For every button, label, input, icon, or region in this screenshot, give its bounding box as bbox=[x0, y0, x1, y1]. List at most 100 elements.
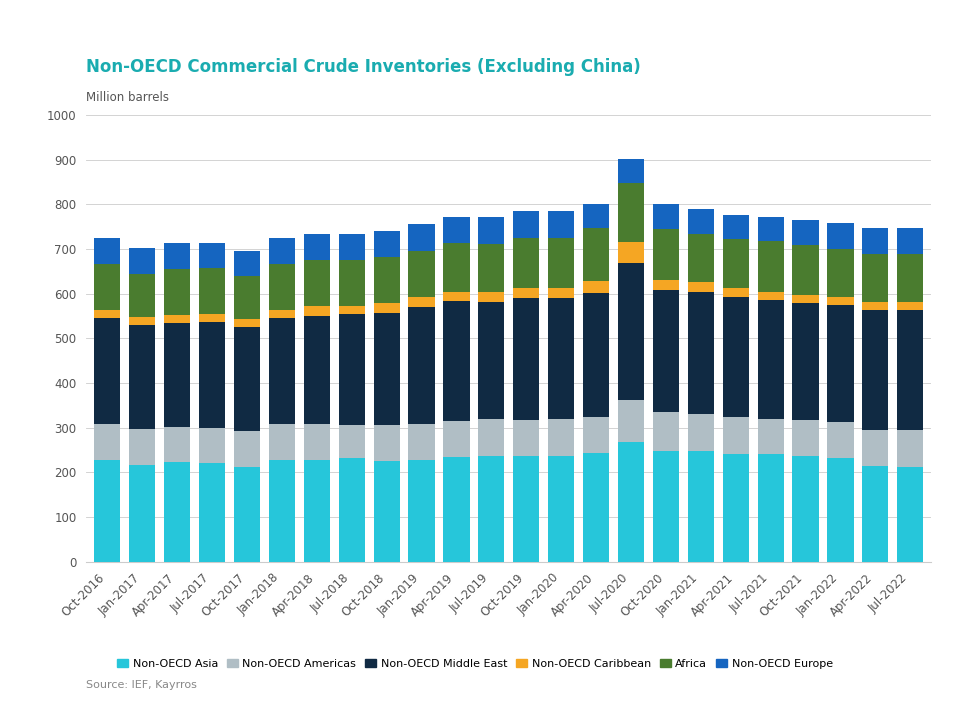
Bar bbox=[514, 211, 540, 238]
Bar bbox=[583, 204, 610, 228]
Bar bbox=[303, 424, 330, 460]
Bar bbox=[514, 420, 540, 456]
Bar bbox=[303, 306, 330, 316]
Bar bbox=[618, 264, 644, 400]
Bar bbox=[269, 318, 295, 424]
Bar bbox=[164, 269, 190, 315]
Bar bbox=[94, 264, 120, 310]
Bar bbox=[583, 293, 610, 416]
Bar bbox=[373, 302, 399, 312]
Bar bbox=[792, 220, 819, 245]
Bar bbox=[303, 261, 330, 306]
Bar bbox=[757, 419, 783, 454]
Bar bbox=[828, 458, 853, 562]
Bar bbox=[898, 228, 924, 254]
Bar bbox=[757, 217, 783, 241]
Bar bbox=[478, 302, 504, 419]
Bar bbox=[199, 464, 226, 562]
Bar bbox=[723, 215, 749, 239]
Bar bbox=[303, 460, 330, 562]
Bar bbox=[444, 421, 469, 456]
Bar bbox=[269, 424, 295, 460]
Bar bbox=[862, 430, 888, 466]
Bar bbox=[94, 460, 120, 562]
Bar bbox=[199, 314, 226, 322]
Bar bbox=[687, 451, 714, 562]
Bar bbox=[199, 268, 226, 314]
Bar bbox=[164, 462, 190, 562]
Bar bbox=[373, 426, 399, 462]
Bar bbox=[828, 422, 853, 458]
Bar bbox=[898, 430, 924, 467]
Bar bbox=[687, 234, 714, 282]
Bar bbox=[862, 310, 888, 430]
Bar bbox=[723, 454, 749, 562]
Bar bbox=[792, 245, 819, 295]
Bar bbox=[548, 288, 574, 298]
Bar bbox=[583, 228, 610, 281]
Bar bbox=[792, 295, 819, 303]
Bar bbox=[94, 424, 120, 460]
Bar bbox=[687, 282, 714, 292]
Bar bbox=[757, 292, 783, 300]
Bar bbox=[339, 314, 365, 425]
Bar bbox=[444, 302, 469, 421]
Bar bbox=[444, 243, 469, 292]
Bar bbox=[164, 427, 190, 462]
Bar bbox=[828, 248, 853, 297]
Bar bbox=[94, 310, 120, 318]
Bar bbox=[339, 234, 365, 260]
Bar bbox=[723, 239, 749, 287]
Bar bbox=[862, 302, 888, 310]
Text: Million barrels: Million barrels bbox=[86, 91, 169, 104]
Bar bbox=[303, 235, 330, 261]
Bar bbox=[94, 238, 120, 264]
Bar bbox=[130, 429, 156, 464]
Bar bbox=[269, 460, 295, 562]
Bar bbox=[792, 456, 819, 562]
Bar bbox=[408, 251, 435, 297]
Bar bbox=[199, 322, 226, 428]
Bar bbox=[792, 303, 819, 420]
Bar bbox=[514, 289, 540, 298]
Text: Source: IEF, Kayrros: Source: IEF, Kayrros bbox=[86, 680, 197, 690]
Bar bbox=[164, 323, 190, 427]
Bar bbox=[373, 257, 399, 302]
Bar bbox=[862, 228, 888, 254]
Bar bbox=[234, 251, 260, 276]
Bar bbox=[478, 292, 504, 302]
Bar bbox=[653, 280, 679, 289]
Bar bbox=[653, 204, 679, 230]
Text: Non-OECD Commercial Crude Inventories (Excluding China): Non-OECD Commercial Crude Inventories (E… bbox=[86, 58, 641, 76]
Bar bbox=[339, 458, 365, 562]
Bar bbox=[269, 264, 295, 310]
Bar bbox=[444, 456, 469, 562]
Bar bbox=[234, 431, 260, 467]
Bar bbox=[339, 425, 365, 458]
Bar bbox=[269, 238, 295, 264]
Bar bbox=[514, 456, 540, 562]
Bar bbox=[687, 292, 714, 414]
Bar bbox=[373, 231, 399, 257]
Bar bbox=[408, 297, 435, 307]
Bar bbox=[618, 400, 644, 442]
Bar bbox=[373, 462, 399, 562]
Bar bbox=[653, 451, 679, 562]
Bar bbox=[408, 424, 435, 460]
Bar bbox=[234, 467, 260, 562]
Bar bbox=[828, 305, 853, 422]
Bar bbox=[199, 243, 226, 268]
Bar bbox=[687, 210, 714, 234]
Bar bbox=[792, 420, 819, 456]
Bar bbox=[898, 467, 924, 562]
Bar bbox=[757, 454, 783, 562]
Bar bbox=[164, 243, 190, 269]
Bar bbox=[618, 183, 644, 242]
Bar bbox=[478, 244, 504, 292]
Bar bbox=[653, 289, 679, 412]
Bar bbox=[828, 297, 853, 305]
Bar bbox=[618, 159, 644, 183]
Bar bbox=[408, 224, 435, 251]
Bar bbox=[130, 464, 156, 562]
Bar bbox=[548, 419, 574, 456]
